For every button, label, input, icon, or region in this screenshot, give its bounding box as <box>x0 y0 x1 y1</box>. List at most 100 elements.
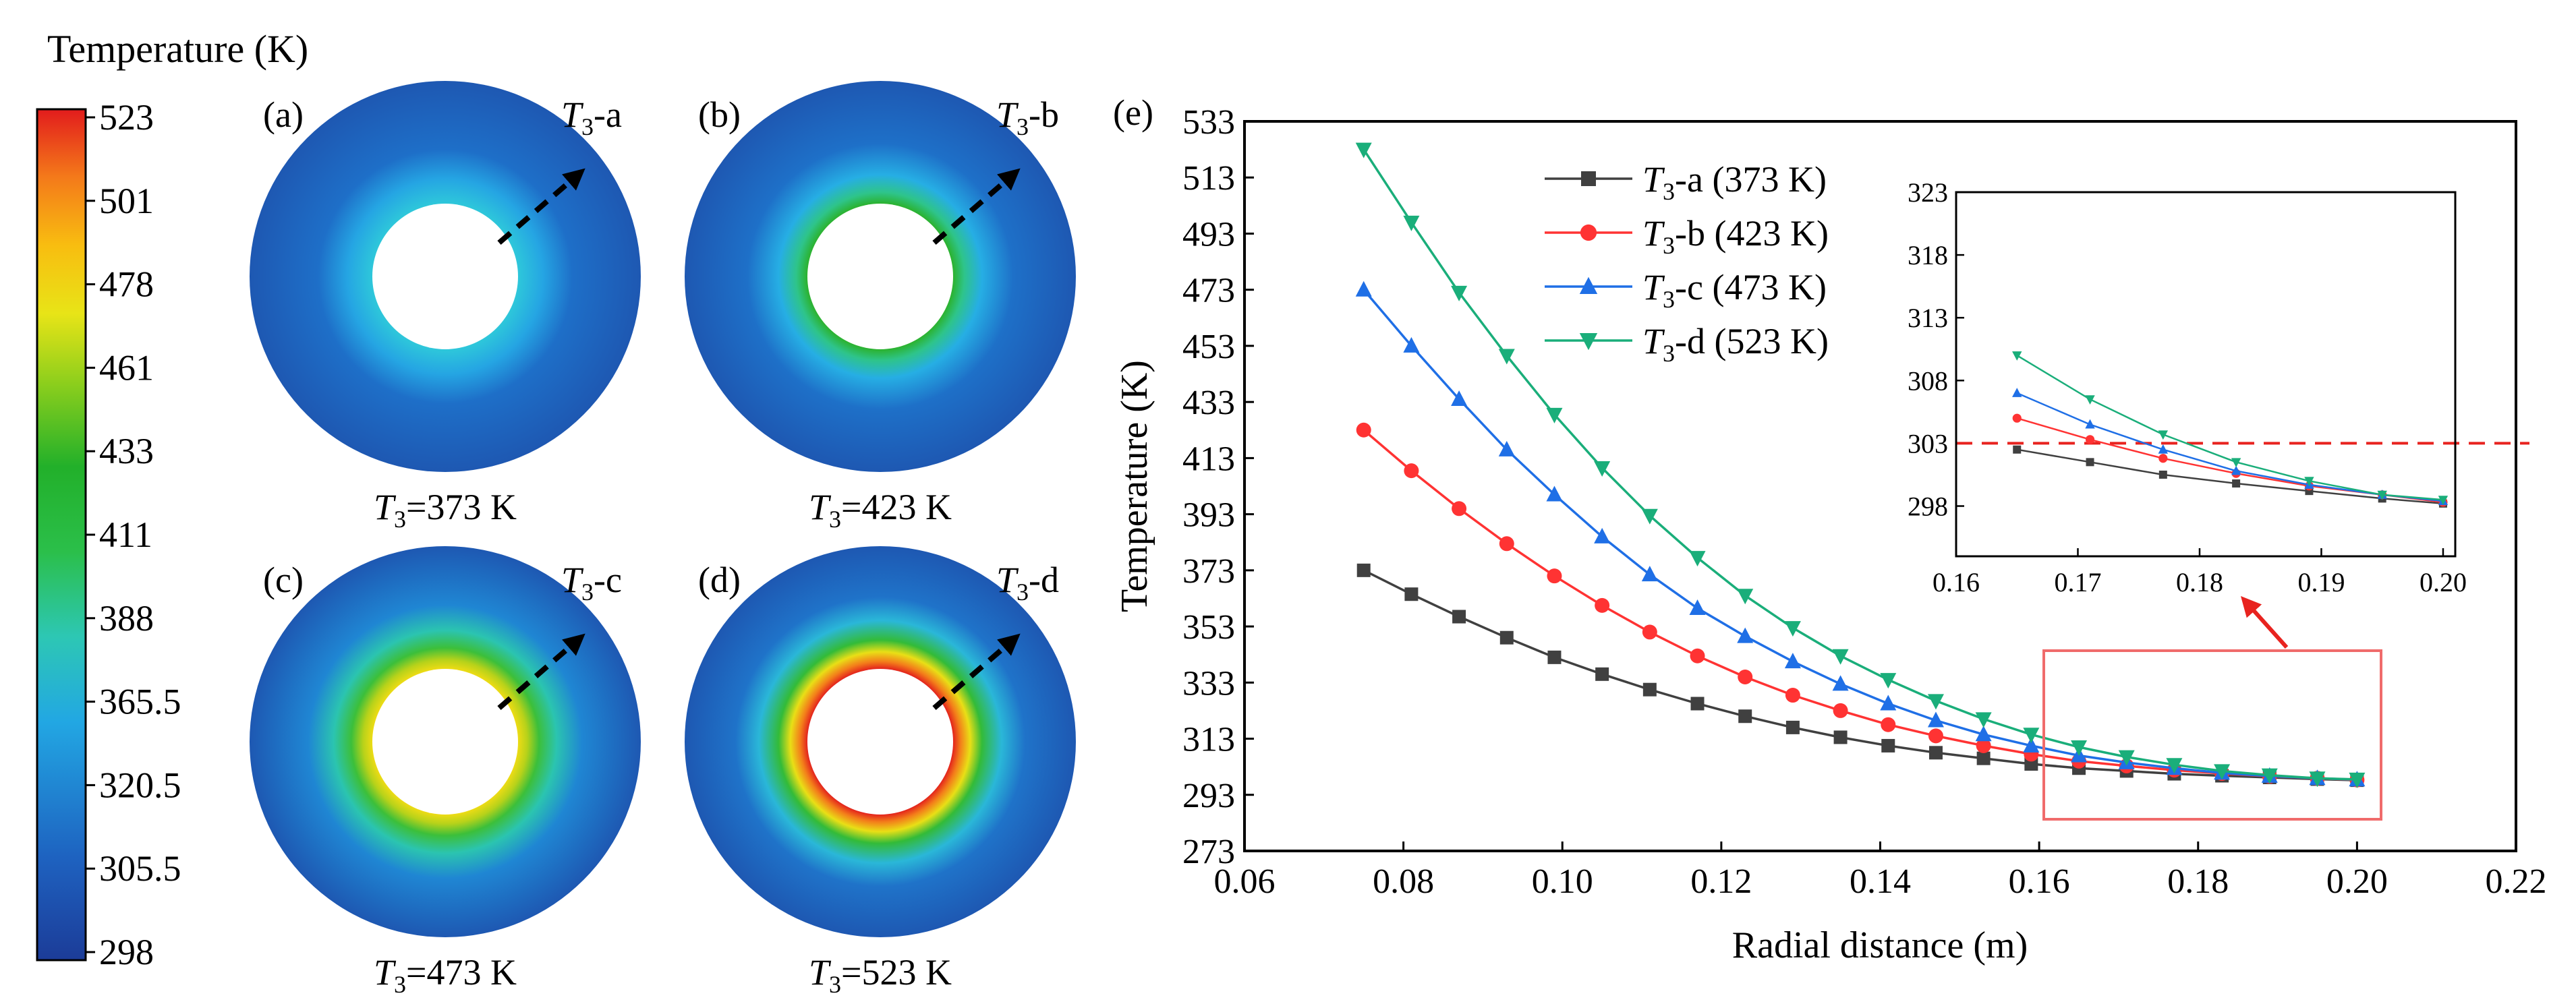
data-point <box>1403 336 1420 353</box>
data-point <box>1785 688 1800 703</box>
data-point <box>1355 142 1372 158</box>
inset-frame <box>1955 191 2457 558</box>
inset-chart: 0.16 0.17 0.18 0.19 0.20 298 303 308 313 318 323 <box>1908 177 2529 597</box>
panel-label-c: (c) <box>263 560 304 600</box>
arrow-d <box>932 633 1021 711</box>
data-point <box>1594 527 1611 543</box>
colorbar-tick-label: 298 <box>99 932 154 972</box>
y-tick-label: 433 <box>1182 384 1235 422</box>
data-point <box>2023 728 2040 744</box>
data-point <box>1833 703 1848 718</box>
hole-b <box>807 204 953 349</box>
arrow-b <box>932 168 1021 245</box>
data-point <box>1737 627 1754 643</box>
data-point <box>1451 390 1468 406</box>
data-point <box>1927 694 1944 710</box>
y-tick-label: 393 <box>1182 496 1235 535</box>
panel-a: (a) T3-a T3=373 K <box>250 81 641 533</box>
data-point <box>1403 215 1420 231</box>
x-tick-label: 0.18 <box>2167 862 2229 901</box>
data-point <box>1784 653 1801 669</box>
inset-x-tick-label: 0.20 <box>2420 567 2467 597</box>
y-tick-label: 333 <box>1182 664 1235 703</box>
data-point <box>1928 728 1943 744</box>
inset-data-point <box>2012 351 2022 361</box>
y-tick-label: 453 <box>1182 328 1235 366</box>
panel-label-a: (a) <box>263 94 304 135</box>
data-point <box>1976 751 1991 765</box>
x-tick-label: 0.08 <box>1373 862 1434 901</box>
inset-x-tick-label: 0.18 <box>2176 567 2223 597</box>
inset-data-point <box>2012 413 2022 423</box>
inset-data-point <box>2232 479 2241 488</box>
data-point <box>1595 597 1610 613</box>
legend-marker <box>1580 224 1597 241</box>
hole-c <box>372 669 518 815</box>
data-point <box>1737 589 1754 605</box>
panel-c: (c) T3-c T3=473 K <box>250 546 641 998</box>
caption-c: T3=473 K <box>374 952 517 998</box>
inset-data-point <box>2304 477 2314 487</box>
y-tick-label: 513 <box>1182 159 1235 198</box>
inset-y-tick-label: 308 <box>1908 365 1948 396</box>
data-point <box>1832 649 1849 665</box>
hole-d <box>807 669 953 815</box>
data-point <box>2309 771 2326 788</box>
inset-x-tick-label: 0.16 <box>1933 567 1980 597</box>
data-point <box>1594 461 1611 477</box>
inset-data-point <box>2377 490 2387 500</box>
data-point <box>1356 563 1371 577</box>
zoom-arrow <box>2240 596 2289 649</box>
data-point <box>1546 485 1563 502</box>
data-point <box>1975 726 1992 742</box>
inset-data-point <box>2085 419 2095 429</box>
data-point <box>1404 463 1419 479</box>
data-point <box>1642 682 1657 697</box>
legend: T3-a (373 K) T3-b (423 K) T3-c (473 K) T3-d… <box>1545 159 1829 367</box>
x-tick-label: 0.06 <box>1214 862 1276 901</box>
inset-series <box>1956 351 2529 508</box>
data-point <box>2118 750 2135 766</box>
data-point <box>1356 422 1371 438</box>
inset-data-point <box>2085 395 2095 405</box>
data-point <box>1784 621 1801 637</box>
main-series <box>1355 142 2366 788</box>
x-tick-label: 0.10 <box>1532 862 1593 901</box>
colorbar-tick-label: 388 <box>99 598 154 639</box>
data-point <box>2261 768 2278 784</box>
main-plot-frame <box>1243 120 2517 852</box>
panel-label-d: (d) <box>698 560 741 600</box>
x-tick-label: 0.22 <box>2486 862 2547 901</box>
data-point <box>1499 536 1514 552</box>
data-point <box>1689 551 1706 567</box>
inset-data-point <box>2012 388 2022 397</box>
colorbar-tick-label: 320.5 <box>99 765 181 805</box>
colorbar-tick-label: 461 <box>99 347 154 388</box>
inset-x-tick-label: 0.19 <box>2297 567 2345 597</box>
caption-b: T3=423 K <box>809 487 952 533</box>
y-tick-label: 353 <box>1182 608 1235 647</box>
inset-data-point <box>2231 458 2241 468</box>
data-point <box>1547 650 1562 664</box>
data-point <box>1975 712 1992 728</box>
data-point <box>1928 746 1943 760</box>
inset-data-point <box>2438 496 2449 506</box>
data-point <box>2214 764 2231 780</box>
inset-y-tick-label: 323 <box>1908 177 1948 208</box>
colorbar-tick-label: 501 <box>99 181 154 221</box>
data-point <box>1498 440 1515 456</box>
data-point <box>1547 568 1562 584</box>
data-point <box>1881 717 1896 732</box>
inset-y-tick-label: 303 <box>1908 428 1948 459</box>
data-point <box>1785 720 1800 734</box>
data-point <box>2071 740 2088 757</box>
data-point <box>1881 738 1895 752</box>
colorbar-tick-label: 433 <box>99 431 154 471</box>
arrow-label-b: T3-b <box>996 94 1059 140</box>
legend-label: T3-b (423 K) <box>1642 213 1829 259</box>
inset-data-point <box>2231 465 2241 475</box>
zoom-box <box>2042 649 2382 821</box>
inset-data-point <box>2085 435 2095 444</box>
x-tick-label: 0.20 <box>2326 862 2388 901</box>
